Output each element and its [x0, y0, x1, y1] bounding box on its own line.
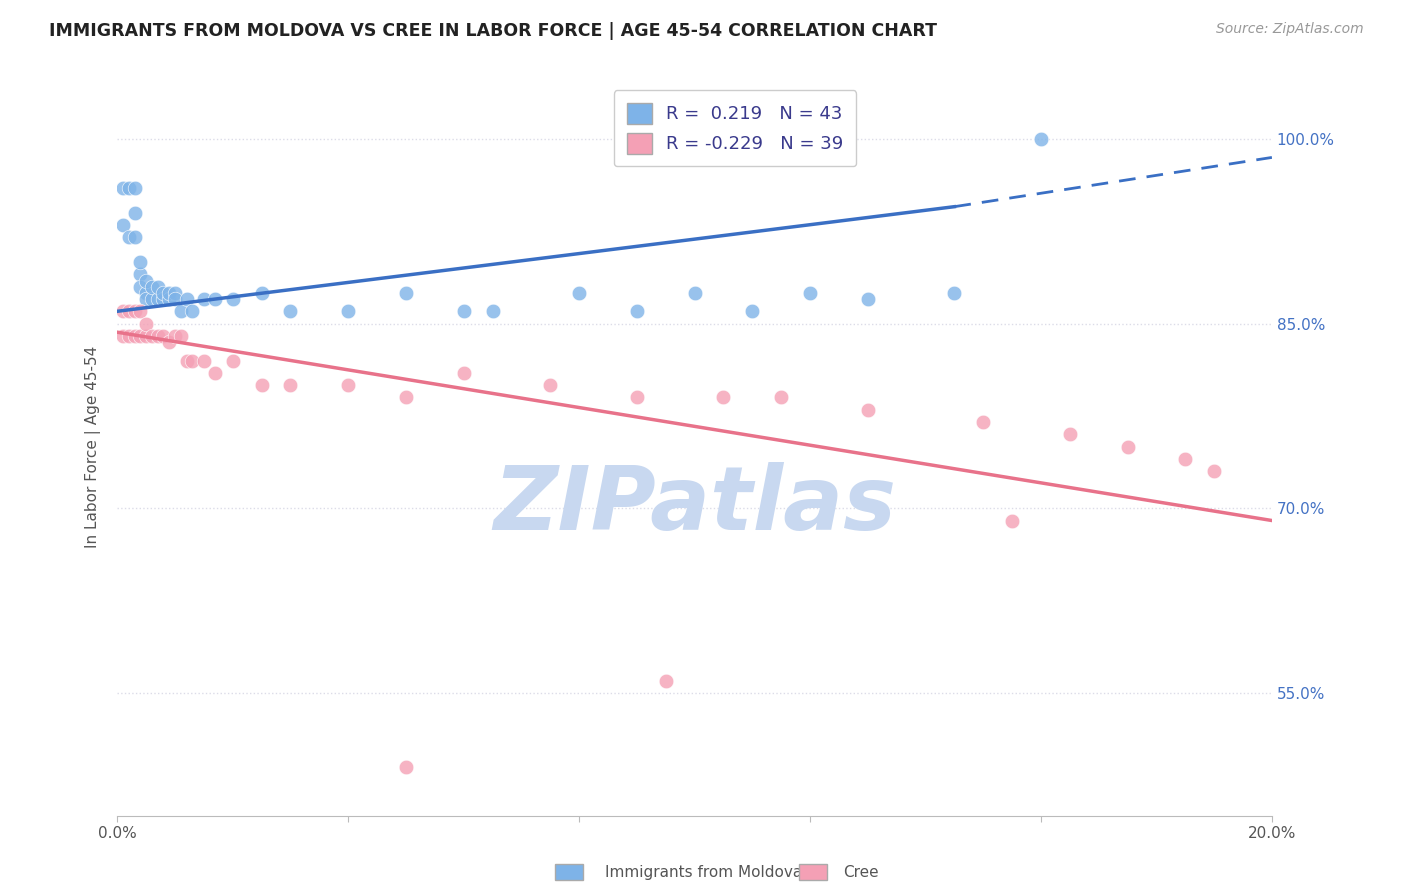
Point	[626, 304, 648, 318]
Point	[1204, 464, 1226, 478]
Point	[129, 329, 152, 343]
Point	[181, 304, 204, 318]
Point	[395, 391, 418, 405]
Text: ZIPatlas: ZIPatlas	[494, 462, 896, 549]
Point	[129, 279, 152, 293]
Point	[163, 285, 186, 300]
Point	[124, 304, 146, 318]
Legend: R =  0.219   N = 43, R = -0.229   N = 39: R = 0.219 N = 43, R = -0.229 N = 39	[614, 90, 856, 166]
Text: Cree: Cree	[844, 865, 879, 880]
Point	[654, 673, 676, 688]
Point	[193, 353, 215, 368]
Point	[163, 292, 186, 306]
Point	[112, 181, 135, 195]
Point	[135, 317, 157, 331]
Point	[453, 366, 475, 380]
Point	[163, 329, 186, 343]
Point	[141, 279, 163, 293]
Point	[1001, 514, 1024, 528]
Point	[204, 366, 226, 380]
Point	[135, 273, 157, 287]
Point	[1059, 427, 1081, 442]
Point	[135, 329, 157, 343]
Point	[118, 304, 141, 318]
Text: Immigrants from Moldova: Immigrants from Moldova	[605, 865, 801, 880]
Point	[337, 378, 360, 392]
Point	[222, 292, 245, 306]
Text: Source: ZipAtlas.com: Source: ZipAtlas.com	[1216, 22, 1364, 37]
Point	[972, 415, 994, 429]
Point	[112, 218, 135, 232]
Point	[280, 304, 302, 318]
Point	[1174, 452, 1197, 467]
Point	[222, 353, 245, 368]
Point	[146, 279, 169, 293]
Y-axis label: In Labor Force | Age 45-54: In Labor Force | Age 45-54	[86, 345, 101, 548]
Point	[152, 329, 174, 343]
Point	[152, 285, 174, 300]
Point	[538, 378, 561, 392]
Point	[124, 230, 146, 244]
Point	[124, 206, 146, 220]
Point	[118, 329, 141, 343]
Point	[146, 292, 169, 306]
Point	[568, 285, 591, 300]
Point	[141, 329, 163, 343]
Point	[176, 353, 198, 368]
Point	[170, 329, 193, 343]
Point	[170, 304, 193, 318]
Point	[204, 292, 226, 306]
Point	[250, 378, 273, 392]
Point	[713, 391, 735, 405]
Point	[856, 292, 879, 306]
Point	[135, 285, 157, 300]
Point	[129, 255, 152, 269]
Point	[124, 329, 146, 343]
Point	[280, 378, 302, 392]
Point	[741, 304, 763, 318]
Point	[118, 181, 141, 195]
Point	[176, 292, 198, 306]
Point	[118, 230, 141, 244]
Point	[157, 334, 180, 349]
Point	[193, 292, 215, 306]
Point	[1116, 440, 1139, 454]
Point	[112, 304, 135, 318]
Point	[395, 759, 418, 773]
Point	[683, 285, 706, 300]
Point	[856, 402, 879, 417]
Point	[626, 391, 648, 405]
Point	[337, 304, 360, 318]
Point	[124, 181, 146, 195]
Point	[152, 292, 174, 306]
Point	[141, 292, 163, 306]
Point	[943, 285, 966, 300]
Point	[1029, 132, 1052, 146]
Text: IMMIGRANTS FROM MOLDOVA VS CREE IN LABOR FORCE | AGE 45-54 CORRELATION CHART: IMMIGRANTS FROM MOLDOVA VS CREE IN LABOR…	[49, 22, 938, 40]
Point	[453, 304, 475, 318]
Point	[112, 329, 135, 343]
Point	[129, 304, 152, 318]
Point	[481, 304, 503, 318]
Point	[129, 268, 152, 282]
Point	[770, 391, 793, 405]
Point	[799, 285, 821, 300]
Point	[157, 285, 180, 300]
Point	[135, 292, 157, 306]
Point	[181, 353, 204, 368]
Point	[157, 292, 180, 306]
Point	[250, 285, 273, 300]
Point	[146, 329, 169, 343]
Point	[395, 285, 418, 300]
